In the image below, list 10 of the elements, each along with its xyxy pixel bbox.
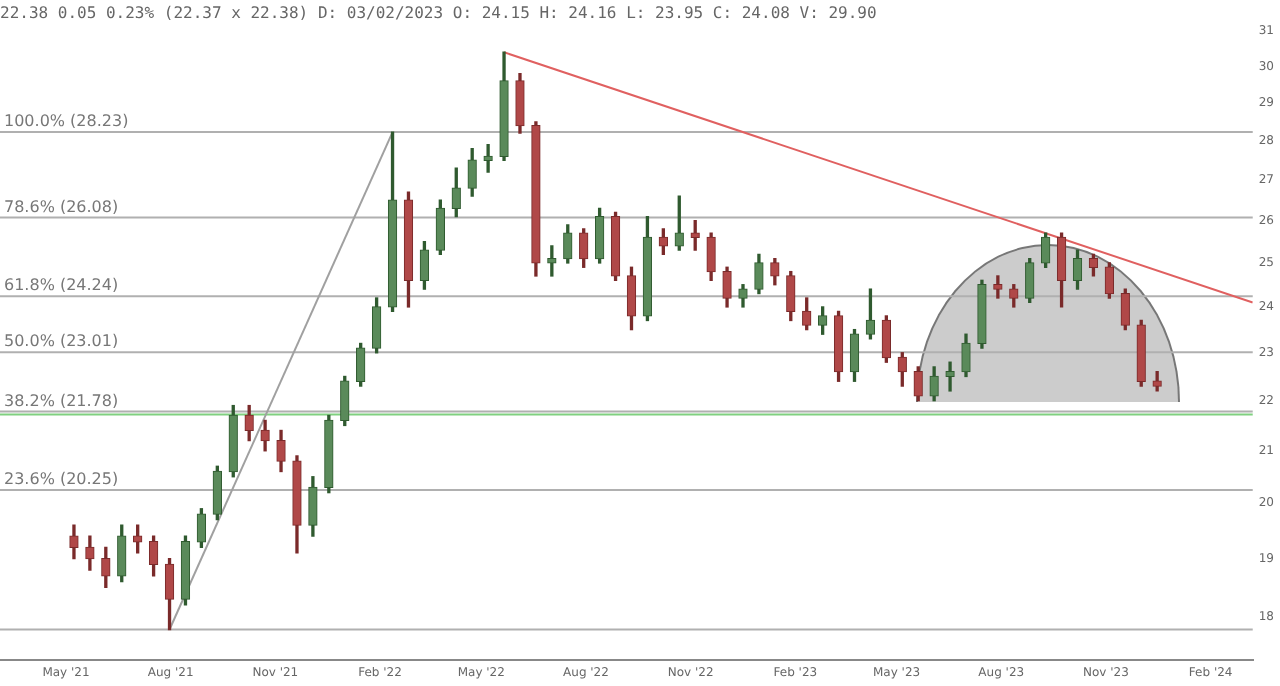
candlestick xyxy=(945,361,955,392)
candlestick xyxy=(993,275,1003,299)
chart-subtitle: 22.38 0.05 0.23% (22.37 x 22.38) D: 03/02/2023 O: 24.15 H: 24.16 L: 23.95 C: 24.08 V: 29.90 xyxy=(0,3,877,22)
ref-line-label: 61.8% (24.24) xyxy=(4,276,119,295)
ref-line-label: 38.2% (21.78) xyxy=(4,391,119,410)
candlestick xyxy=(483,144,493,173)
ref-line-label: 78.6% (26.08) xyxy=(4,197,119,216)
ref-line-label: 50.0% (23.01) xyxy=(4,332,119,351)
ref-line-label: 100.0% (28.23) xyxy=(4,112,129,131)
ref-line-label: 23.6% (20.25) xyxy=(4,470,119,489)
